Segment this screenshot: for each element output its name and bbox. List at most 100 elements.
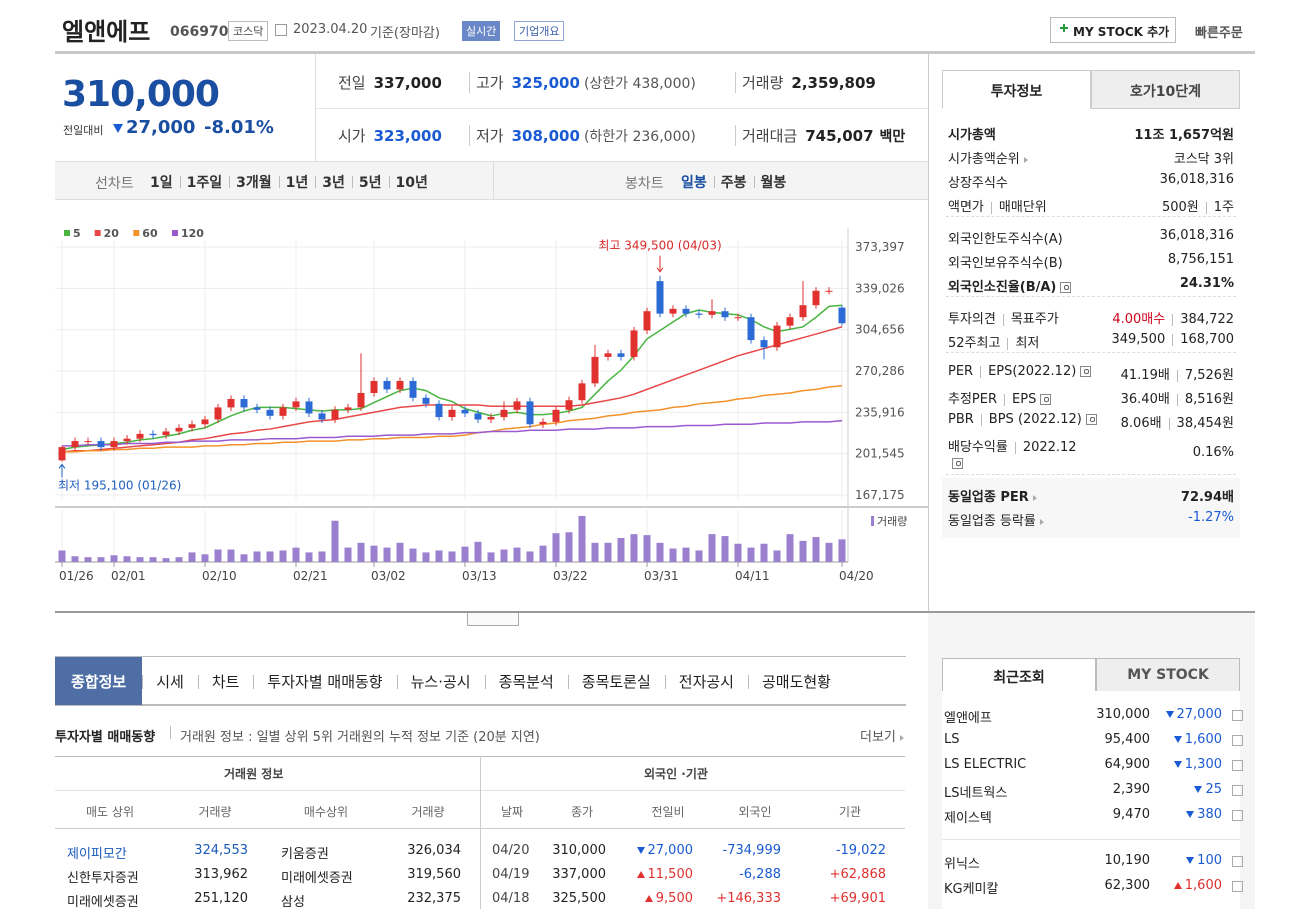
volume-label: 거래량 — [877, 515, 907, 528]
period-tab[interactable]: 3개월 — [236, 175, 272, 191]
remove-icon[interactable] — [1232, 881, 1243, 892]
volume-bar — [97, 557, 105, 562]
candle-body — [357, 392, 365, 408]
remove-icon[interactable] — [1232, 735, 1243, 746]
volume-bar — [734, 543, 742, 562]
legend-swatch — [133, 230, 140, 236]
candle-tab[interactable]: 일봉 — [681, 175, 707, 191]
foreign-cell: 04/18 — [492, 891, 530, 906]
info-label: 시가총액 — [948, 124, 996, 143]
broker-cell: 326,034 — [407, 843, 461, 858]
stat-value: 2,359,809 — [791, 74, 876, 92]
volume-bar — [266, 551, 274, 562]
volume-bar — [773, 550, 781, 562]
info-tab[interactable]: 투자정보 — [942, 70, 1091, 109]
tab[interactable]: 종합정보 — [55, 657, 143, 705]
recent-tab[interactable]: 최근조회 — [942, 658, 1096, 692]
candle-body — [604, 353, 612, 357]
volume-bar — [344, 547, 352, 562]
x-tick-label: 03/02 — [371, 569, 406, 583]
foreign-cell: 04/19 — [492, 867, 530, 882]
recent-tab[interactable]: MY STOCK — [1096, 658, 1240, 692]
volume-bar — [513, 547, 521, 562]
broker-cell: 319,560 — [407, 867, 461, 882]
remove-icon[interactable] — [1232, 810, 1243, 821]
period-tab[interactable]: 1주일 — [186, 175, 223, 191]
stats-divider — [316, 108, 928, 109]
change: 27,000 — [113, 117, 195, 138]
info-tab[interactable]: 호가10단계 — [1091, 70, 1240, 109]
volume-legend-swatch — [871, 516, 874, 526]
legend-swatch — [94, 230, 101, 236]
candle-body — [552, 409, 560, 422]
realtime-button[interactable]: 실시간 — [462, 21, 501, 41]
volume-bar — [747, 547, 755, 562]
recent-name[interactable]: LS ELECTRIC — [944, 757, 1027, 772]
period-tab[interactable]: 10년 — [395, 175, 428, 191]
info-value: 500원 1주 — [1162, 196, 1234, 215]
quick-order[interactable]: 빠른주문 — [1195, 26, 1243, 41]
recent-name[interactable]: 제이스텍 — [944, 811, 992, 826]
info-label: PBR BPS (2022.12) — [948, 412, 1097, 427]
tab[interactable]: 투자자별 매매동향 — [267, 673, 383, 691]
period-tab[interactable]: 1일 — [150, 175, 173, 191]
tab[interactable]: 공매도현황 — [761, 673, 831, 691]
remove-icon[interactable] — [1232, 760, 1243, 771]
recent-name[interactable]: KG케미칼 — [944, 882, 999, 897]
tab[interactable]: 뉴스·공시 — [410, 673, 471, 691]
info-label-part: 배당수익률 — [948, 440, 1008, 455]
recent-name[interactable]: LS네트웍스 — [944, 786, 1008, 801]
info-label-part: 시가총액순위 — [948, 152, 1020, 167]
candle-tab[interactable]: 월봉 — [760, 175, 787, 191]
foreign-cell: 325,500 — [552, 891, 606, 906]
info-value-part: 500원 — [1161, 200, 1199, 215]
basis: 기준(장마감) — [370, 26, 440, 41]
tab[interactable]: 전자공시 — [678, 673, 734, 691]
mystock-button[interactable]: MY STOCK 추가 — [1050, 17, 1176, 43]
overview-button[interactable]: 기업개요 — [514, 21, 565, 41]
sep — [1176, 393, 1178, 406]
remove-icon[interactable] — [1232, 856, 1243, 867]
recent-name[interactable]: 엘앤에프 — [944, 711, 992, 726]
info-value-part: 38,454원 — [1176, 416, 1234, 431]
direction-arrow — [1194, 786, 1203, 793]
tab[interactable]: 시세 — [156, 673, 184, 691]
help-icon — [1085, 414, 1097, 425]
stat-value: 323,000 — [373, 127, 442, 145]
foreign-change: 27,000 — [636, 843, 693, 858]
volume-bar — [786, 534, 794, 562]
foreign-change: 11,500 — [636, 867, 693, 882]
tab[interactable]: 종목토론실 — [581, 673, 651, 691]
annotation: 최고 349,500 (04/03) — [598, 239, 721, 253]
info-value: 24.31% — [1180, 276, 1234, 291]
info-label-part: 상장주식수 — [948, 176, 1008, 191]
candle-body — [474, 413, 482, 420]
remove-icon[interactable] — [1232, 710, 1243, 721]
more-link[interactable]: 더보기 — [860, 726, 904, 745]
candle-tab[interactable]: 주봉 — [720, 175, 747, 191]
stat-sub: (하한가 236,000) — [583, 129, 696, 145]
direction-arrow — [636, 847, 645, 854]
tab[interactable]: 차트 — [211, 673, 240, 691]
candle-body — [175, 427, 183, 432]
info-value-part: 36.40배 — [1120, 392, 1170, 407]
recent-name[interactable]: LS — [944, 732, 960, 747]
collapse-button[interactable] — [467, 613, 519, 626]
candle-body — [812, 290, 820, 306]
ma-line — [62, 385, 843, 453]
broker-col: 매수상위 — [303, 805, 349, 819]
direction-arrow — [644, 895, 653, 902]
remove-icon[interactable] — [1232, 785, 1243, 796]
candle-body — [292, 401, 300, 408]
ma-line — [61, 326, 843, 453]
candle-body — [760, 340, 768, 348]
period-tab[interactable]: 1년 — [285, 175, 309, 191]
candle-chart-label: 봉차트 — [625, 176, 664, 192]
recent-name[interactable]: 위닉스 — [944, 857, 980, 872]
volume-bar — [630, 534, 638, 562]
stat-label: 시가 — [338, 127, 366, 145]
period-tab[interactable]: 5년 — [358, 175, 382, 191]
volume-bar — [201, 554, 209, 562]
tab[interactable]: 종목분석 — [498, 673, 554, 691]
period-tab[interactable]: 3년 — [322, 175, 345, 191]
